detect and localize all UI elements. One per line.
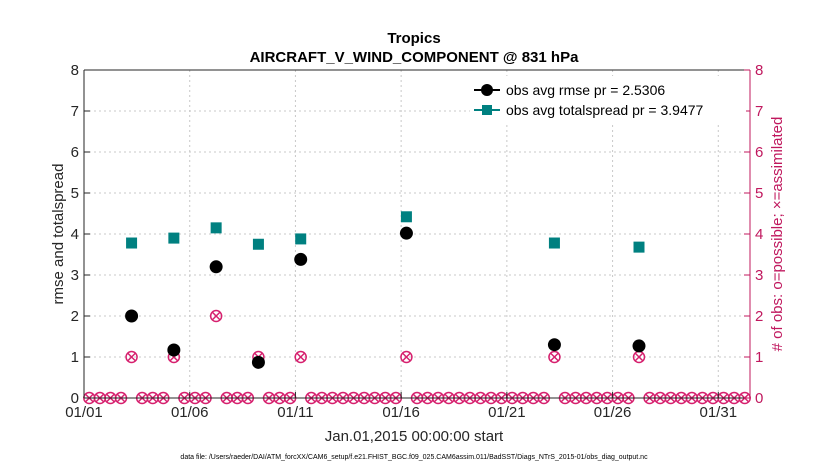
spread-point <box>252 238 264 250</box>
y-right-tick-label: 0 <box>755 390 763 407</box>
y-tick-label: 5 <box>71 185 79 202</box>
legend: obs avg rmse pr = 2.5306 obs avg totalsp… <box>470 76 746 124</box>
y-tick-label: 4 <box>71 226 79 243</box>
obs-possible-point <box>548 350 561 364</box>
spread-point <box>633 241 645 253</box>
spread-point <box>548 237 560 249</box>
legend-spread-marker <box>482 105 492 115</box>
y-tick-label: 3 <box>71 267 79 284</box>
rmse-point <box>547 338 561 352</box>
legend-rmse-marker <box>481 84 493 96</box>
y-tick-label: 2 <box>71 308 79 325</box>
y-axis-right-ticks: 0 1 2 3 4 5 6 7 8 <box>744 62 763 407</box>
obs-assimilated-point <box>634 352 644 362</box>
x-tick-label: 01/31 <box>700 404 738 421</box>
x-tick-label: 01/01 <box>65 404 103 421</box>
spread-point <box>168 232 180 244</box>
x-tick-label: 01/16 <box>382 404 420 421</box>
chart-subtitle: AIRCRAFT_V_WIND_COMPONENT @ 831 hPa <box>250 49 580 66</box>
y-right-tick-label: 5 <box>755 185 763 202</box>
rmse-point <box>251 355 265 369</box>
y-axis-left-ticks: 0 1 2 3 4 5 6 7 8 <box>71 62 90 407</box>
rmse-point <box>399 226 413 240</box>
y-axis-right-label: # of obs: o=possible; ×=assimilated <box>769 117 786 352</box>
obs-possible-point <box>294 350 307 364</box>
y-right-tick-label: 3 <box>755 267 763 284</box>
y-right-tick-label: 7 <box>755 103 763 120</box>
obs-assimilated-point <box>211 311 221 321</box>
y-right-tick-label: 2 <box>755 308 763 325</box>
y-tick-label: 8 <box>71 62 79 79</box>
x-tick-label: 01/26 <box>594 404 632 421</box>
rmse-point <box>167 343 181 357</box>
x-tick-label: 01/11 <box>277 404 313 421</box>
obs-possible-point <box>400 350 413 364</box>
y-right-tick-label: 8 <box>755 62 763 79</box>
spread-point <box>126 237 138 249</box>
y-right-tick-label: 1 <box>755 349 763 366</box>
x-tick-label: 01/21 <box>488 404 526 421</box>
rmse-point <box>632 339 646 353</box>
x-tick-label: 01/06 <box>171 404 209 421</box>
data-file-note: data file: /Users/raeder/DAI/ATM_forcXX/… <box>180 454 648 461</box>
obs-assimilated-point <box>549 352 559 362</box>
y-right-tick-label: 6 <box>755 144 763 161</box>
spread-point <box>210 222 222 234</box>
legend-rmse-label: obs avg rmse pr = 2.5306 <box>506 82 665 98</box>
y-axis-left-label: rmse and totalspread <box>50 164 67 305</box>
obs-assimilated-point <box>127 352 137 362</box>
plot-area <box>83 69 751 405</box>
spread-point <box>295 233 307 245</box>
y-right-tick-label: 4 <box>755 226 763 243</box>
rmse-point <box>125 309 139 323</box>
rmse-point <box>209 260 223 274</box>
y-tick-label: 1 <box>71 349 79 366</box>
rmse-point <box>294 252 308 266</box>
spread-point <box>400 211 412 223</box>
obs-possible-point <box>125 350 138 364</box>
legend-spread-label: obs avg totalspread pr = 3.9477 <box>506 102 704 118</box>
chart-title: Tropics <box>387 30 440 47</box>
obs-possible-point <box>209 309 223 323</box>
y-tick-label: 6 <box>71 144 79 161</box>
x-axis-label: Jan.01,2015 00:00:00 start <box>325 428 504 445</box>
obs-assimilated-point <box>401 352 411 362</box>
y-tick-label: 0 <box>71 390 79 407</box>
y-tick-label: 7 <box>71 103 79 120</box>
x-axis-ticks: 01/01 01/06 01/11 01/16 01/21 01/26 01/31 <box>65 392 737 421</box>
obs-assimilated-point <box>296 352 306 362</box>
legend-box <box>470 76 746 124</box>
